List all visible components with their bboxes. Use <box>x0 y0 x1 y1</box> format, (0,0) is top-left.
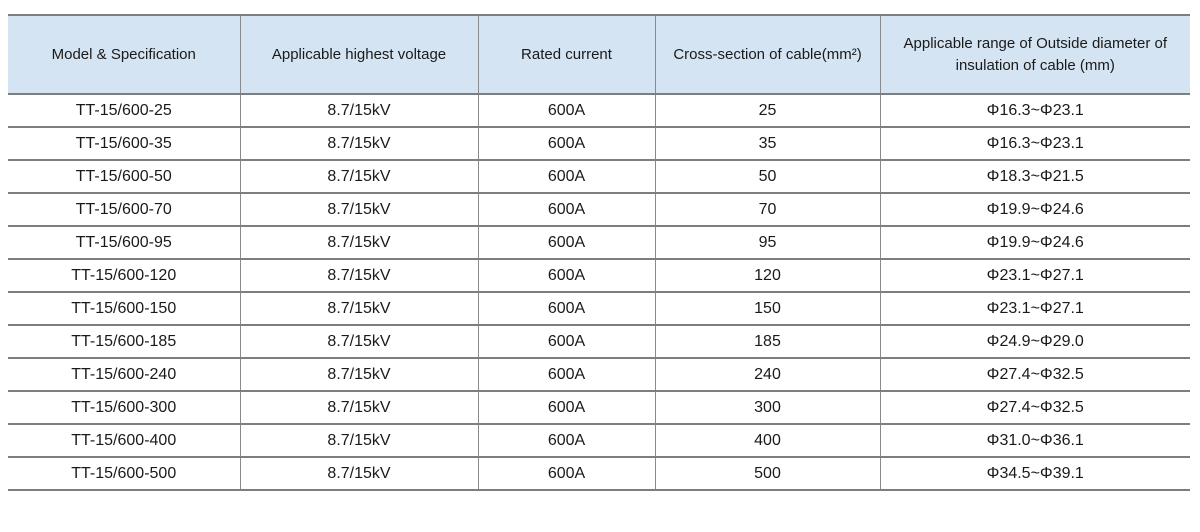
cell-model: TT-15/600-400 <box>71 431 177 449</box>
cell-diameter_range: Φ23.1~Φ27.1 <box>879 259 1190 292</box>
table-row: TT-15/600-120 8.7/15kV 600A 120 Φ23.1~Φ27.1 <box>8 259 1190 292</box>
cell-model: TT-15/600-240 <box>71 365 177 383</box>
cell-cross_section: 25 <box>654 94 880 127</box>
table-row: TT-15/600-150 8.7/15kV 600A 150 Φ23.1~Φ27.1 <box>8 292 1190 325</box>
cell-cross_section: 185 <box>654 325 880 358</box>
cell-model: TT-15/600-185 <box>71 332 177 350</box>
cell-model: TT-15/600-70 <box>75 200 172 218</box>
column-header-current: Rated current <box>477 15 655 94</box>
cell-diameter_range: Φ16.3~Φ23.1 <box>879 127 1190 160</box>
cell-voltage: 8.7/15kV <box>239 160 478 193</box>
cell-diameter_range: Φ23.1~Φ27.1 <box>879 292 1190 325</box>
cell-voltage: 8.7/15kV <box>239 127 478 160</box>
cell-model: TT-15/600-50 <box>75 167 172 185</box>
column-header-cross_section: Cross-section of cable(mm²) <box>654 15 880 94</box>
cell-voltage: 8.7/15kV <box>239 226 478 259</box>
cell-cross_section: 120 <box>654 259 880 292</box>
cell-current: 600A <box>477 94 655 127</box>
table-row: TT-15/600-35 8.7/15kV 600A 35 Φ16.3~Φ23.1 <box>8 127 1190 160</box>
cell-current: 600A <box>477 424 655 457</box>
header-row: Model & Specification Applicable highest … <box>8 15 1190 94</box>
cell-diameter_range: Φ34.5~Φ39.1 <box>879 457 1190 490</box>
table-row: TT-15/600-400 8.7/15kV 600A 400 Φ31.0~Φ36.1 <box>8 424 1190 457</box>
cell-model: TT-15/600-25 <box>75 101 172 119</box>
cell-voltage: 8.7/15kV <box>239 391 478 424</box>
cell-model: TT-15/600-300 <box>71 398 177 416</box>
cell-diameter_range: Φ19.9~Φ24.6 <box>879 226 1190 259</box>
cable-accessory-spec-table: Model & Specification Applicable highest … <box>8 14 1190 491</box>
cell-model: TT-15/600-35 <box>75 134 172 152</box>
table-row: TT-15/600-300 8.7/15kV 600A 300 Φ27.4~Φ32.5 <box>8 391 1190 424</box>
cell-voltage: 8.7/15kV <box>239 325 478 358</box>
column-header-diameter_range: Applicable range of Outside diameter of … <box>879 15 1190 94</box>
cell-cross_section: 400 <box>654 424 880 457</box>
cell-diameter_range: Φ31.0~Φ36.1 <box>879 424 1190 457</box>
cell-model: TT-15/600-150 <box>71 299 177 317</box>
cell-cross_section: 300 <box>654 391 880 424</box>
table-row: TT-15/600-50 8.7/15kV 600A 50 Φ18.3~Φ21.5 <box>8 160 1190 193</box>
spec-table-container: Model & Specification Applicable highest … <box>8 14 1190 491</box>
column-header-model: Model & Specification <box>8 15 240 94</box>
cell-cross_section: 500 <box>654 457 880 490</box>
cell-voltage: 8.7/15kV <box>239 259 478 292</box>
table-row: TT-15/600-500 8.7/15kV 600A 500 Φ34.5~Φ39.1 <box>8 457 1190 490</box>
cell-diameter_range: Φ24.9~Φ29.0 <box>879 325 1190 358</box>
cell-model: TT-15/600-120 <box>71 266 177 284</box>
cell-current: 600A <box>477 292 655 325</box>
cell-diameter_range: Φ19.9~Φ24.6 <box>879 193 1190 226</box>
cell-voltage: 8.7/15kV <box>239 193 478 226</box>
cell-current: 600A <box>477 193 655 226</box>
cell-cross_section: 35 <box>654 127 880 160</box>
cell-model: TT-15/600-500 <box>71 464 177 482</box>
cell-diameter_range: Φ18.3~Φ21.5 <box>879 160 1190 193</box>
cell-current: 600A <box>477 457 655 490</box>
cell-diameter_range: Φ27.4~Φ32.5 <box>879 358 1190 391</box>
cell-voltage: 8.7/15kV <box>239 94 478 127</box>
cell-cross_section: 70 <box>654 193 880 226</box>
cell-voltage: 8.7/15kV <box>239 358 478 391</box>
cell-current: 600A <box>477 325 655 358</box>
cell-cross_section: 50 <box>654 160 880 193</box>
cell-voltage: 8.7/15kV <box>239 457 478 490</box>
table-row: TT-15/600-95 8.7/15kV 600A 95 Φ19.9~Φ24.6 <box>8 226 1190 259</box>
cell-current: 600A <box>477 160 655 193</box>
cell-diameter_range: Φ16.3~Φ23.1 <box>879 94 1190 127</box>
cell-current: 600A <box>477 259 655 292</box>
cell-cross_section: 240 <box>654 358 880 391</box>
table-row: TT-15/600-25 8.7/15kV 600A 25 Φ16.3~Φ23.1 <box>8 94 1190 127</box>
table-row: TT-15/600-185 8.7/15kV 600A 185 Φ24.9~Φ29.0 <box>8 325 1190 358</box>
cell-cross_section: 95 <box>654 226 880 259</box>
cell-cross_section: 150 <box>654 292 880 325</box>
cell-current: 600A <box>477 358 655 391</box>
cell-current: 600A <box>477 127 655 160</box>
table-body: TT-15/600-25 8.7/15kV 600A 25 Φ16.3~Φ23.1 TT-… <box>8 94 1190 490</box>
column-header-voltage: Applicable highest voltage <box>239 15 478 94</box>
cell-voltage: 8.7/15kV <box>239 424 478 457</box>
table-row: TT-15/600-70 8.7/15kV 600A 70 Φ19.9~Φ24.6 <box>8 193 1190 226</box>
cell-voltage: 8.7/15kV <box>239 292 478 325</box>
cell-model: TT-15/600-95 <box>75 233 172 251</box>
table-row: TT-15/600-240 8.7/15kV 600A 240 Φ27.4~Φ32.5 <box>8 358 1190 391</box>
table-header: Model & Specification Applicable highest … <box>8 15 1190 94</box>
cell-diameter_range: Φ27.4~Φ32.5 <box>879 391 1190 424</box>
cell-current: 600A <box>477 226 655 259</box>
cell-current: 600A <box>477 391 655 424</box>
